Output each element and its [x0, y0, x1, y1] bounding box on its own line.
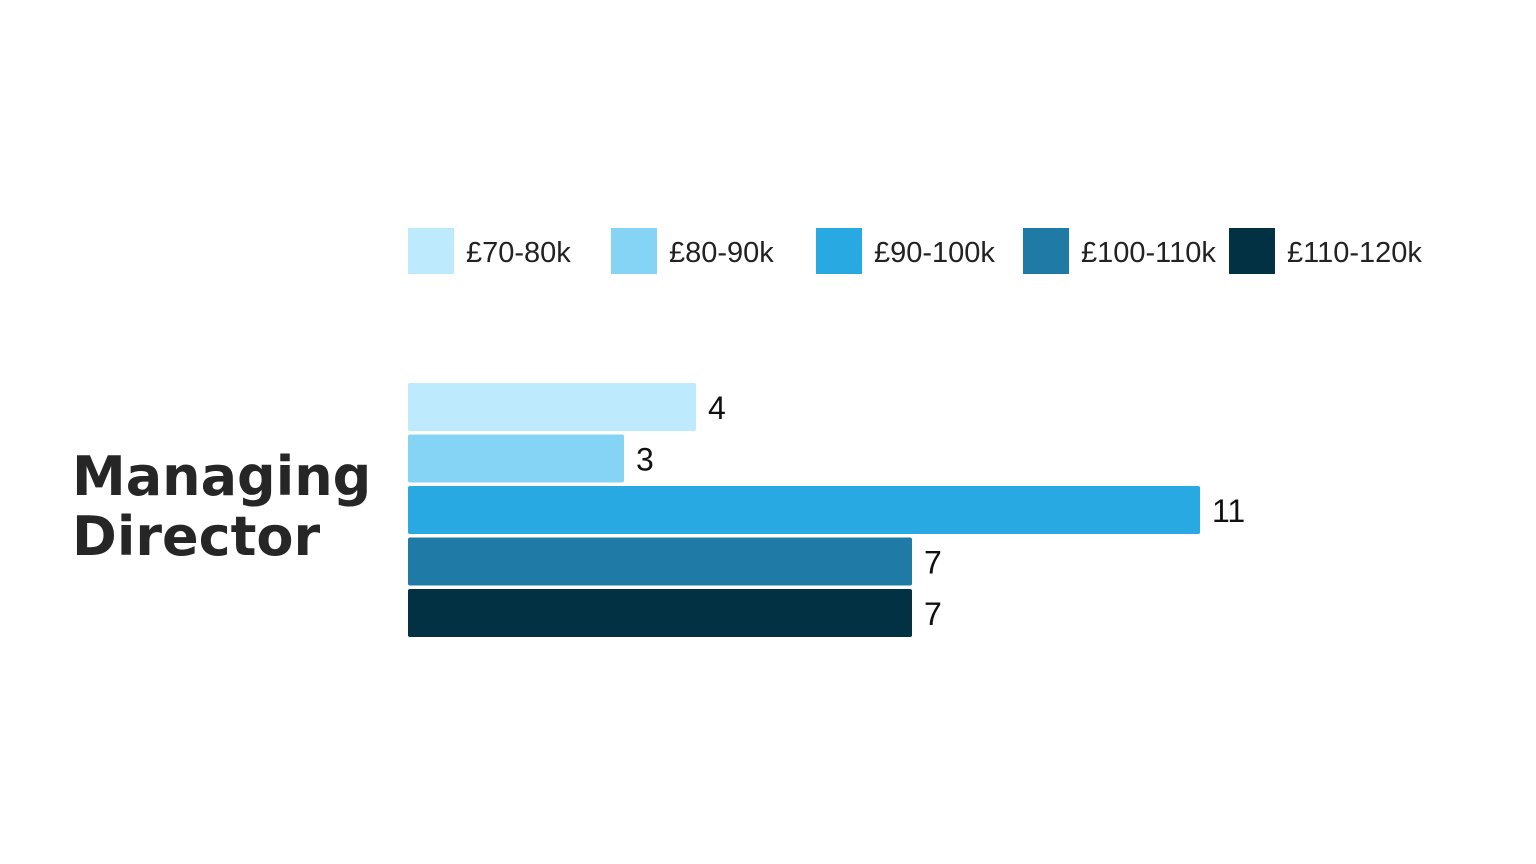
legend-swatch-110-120k	[1229, 228, 1275, 274]
legend-label-100-110k: £100-110k	[1081, 237, 1216, 269]
legend: £70-80k £80-90k £90-100k £100-110k £110-120k	[408, 228, 1422, 274]
value-label-80-90k: 3	[636, 442, 654, 478]
legend-label-90-100k: £90-100k	[874, 237, 995, 269]
legend-swatch-90-100k	[816, 228, 862, 274]
category-label-managing-director: Managing Director	[72, 445, 390, 568]
value-label-110-120k: 7	[924, 596, 942, 632]
value-label-90-100k: 11	[1212, 493, 1245, 529]
legend-swatch-80-90k	[611, 228, 657, 274]
value-labels: 4 3 11 7 7	[636, 390, 1245, 632]
category-label-line-1: Managing	[72, 445, 371, 508]
category-label-line-2: Director	[72, 505, 321, 568]
bar-90-100k	[408, 486, 1200, 534]
bars	[408, 383, 1200, 637]
legend-label-110-120k: £110-120k	[1287, 237, 1422, 269]
bar-110-120k	[408, 589, 912, 637]
legend-swatch-70-80k	[408, 228, 454, 274]
value-label-70-80k: 4	[708, 390, 726, 426]
legend-label-70-80k: £70-80k	[466, 237, 571, 269]
bar-70-80k	[408, 383, 696, 431]
legend-swatch-100-110k	[1023, 228, 1069, 274]
bar-100-110k	[408, 537, 912, 586]
bar-80-90k	[408, 434, 624, 483]
legend-label-80-90k: £80-90k	[669, 237, 774, 269]
value-label-100-110k: 7	[924, 545, 942, 581]
